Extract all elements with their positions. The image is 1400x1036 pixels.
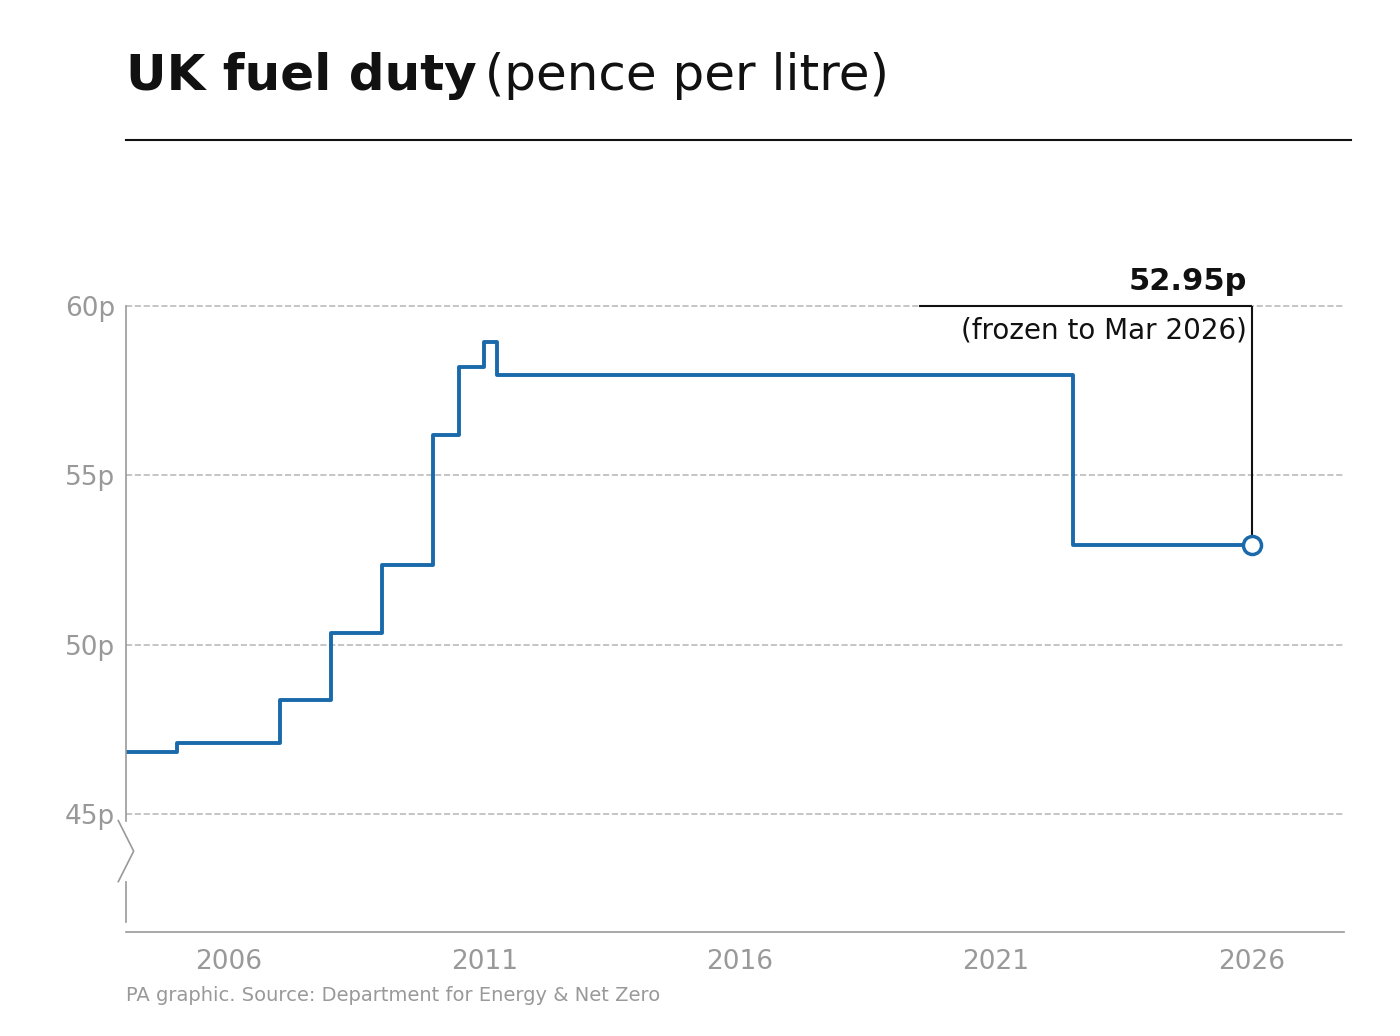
- Text: (pence per litre): (pence per litre): [469, 52, 889, 99]
- Text: (frozen to Mar 2026): (frozen to Mar 2026): [960, 316, 1247, 344]
- Text: PA graphic. Source: Department for Energy & Net Zero: PA graphic. Source: Department for Energ…: [126, 986, 661, 1005]
- Text: UK fuel duty: UK fuel duty: [126, 52, 477, 99]
- Text: 52.95p: 52.95p: [1128, 267, 1247, 296]
